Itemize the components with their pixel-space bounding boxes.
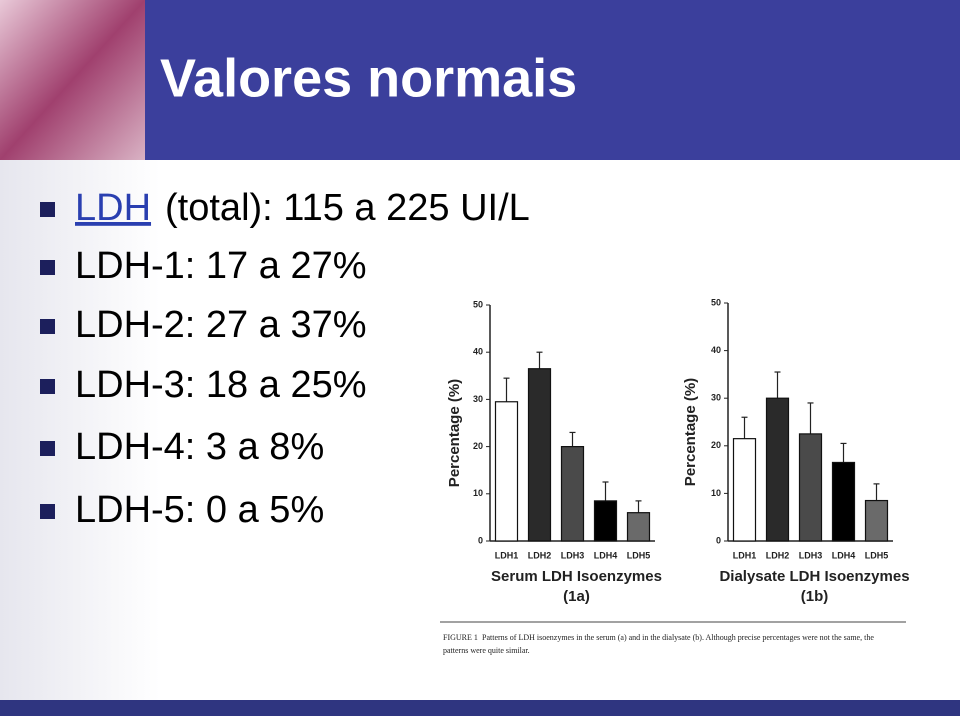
header-band: [145, 0, 960, 160]
y-axis-label: Percentage (%): [446, 379, 463, 487]
bullet-marker: [40, 504, 55, 519]
bullet-link[interactable]: LDH: [75, 187, 151, 229]
bullet-text: LDH-3: 18 a 25%: [75, 364, 367, 406]
bullet-marker: [40, 319, 55, 334]
y-tick-label: 10: [473, 488, 483, 498]
bullet-text: LDH-4: 3 a 8%: [75, 426, 324, 468]
footer-band: [0, 700, 960, 716]
y-tick-label: 20: [473, 441, 483, 451]
chart-subtitle: (1a): [563, 588, 590, 605]
y-tick-label: 0: [716, 535, 721, 545]
chart-title: Dialysate LDH Isoenzymes: [719, 568, 909, 585]
y-tick-label: 20: [711, 440, 721, 450]
bar: [527, 368, 552, 542]
caption-text: patterns were quite similar.: [443, 646, 530, 655]
slide-title: Valores normais: [160, 48, 577, 108]
bar: [732, 438, 757, 542]
y-tick-label: 30: [711, 393, 721, 403]
y-tick-label: 50: [711, 297, 721, 307]
y-tick-label: 30: [473, 394, 483, 404]
bar: [831, 461, 856, 542]
bar: [798, 433, 823, 542]
x-tick-label: LDH5: [865, 550, 889, 560]
bullet-text: (total): 115 a 225 UI/L: [165, 187, 530, 229]
x-tick-label: LDH1: [733, 550, 757, 560]
caption-text: Patterns of LDH isoenzymes in the serum …: [482, 633, 874, 642]
y-tick-label: 40: [473, 347, 483, 357]
y-tick-label: 40: [711, 345, 721, 355]
bullet-text: LDH-1: 17 a 27%: [75, 245, 367, 287]
x-tick-label: LDH4: [594, 550, 618, 560]
bullet-marker: [40, 260, 55, 275]
chart-subtitle: (1b): [801, 588, 829, 605]
x-tick-label: LDH1: [495, 550, 519, 560]
bullet-text: LDH (total): 115 a 225 UI/L: [75, 187, 530, 229]
bullet-marker: [40, 202, 55, 217]
bar: [626, 512, 651, 542]
side-fade: [0, 160, 160, 700]
y-axis-label: Percentage (%): [682, 378, 699, 486]
bar: [593, 500, 618, 542]
y-tick-label: 50: [473, 299, 483, 309]
bar: [560, 446, 585, 542]
bullet-text: LDH-5: 0 a 5%: [75, 489, 324, 531]
chart-title: Serum LDH Isoenzymes: [491, 568, 662, 585]
caption-label: FIGURE 1: [443, 633, 478, 642]
x-tick-label: LDH2: [766, 550, 790, 560]
y-tick-label: 0: [478, 535, 483, 545]
bar: [494, 401, 519, 542]
bullet-marker: [40, 379, 55, 394]
x-tick-label: LDH3: [561, 550, 585, 560]
x-tick-label: LDH2: [528, 550, 552, 560]
header-image: [0, 0, 145, 160]
bar: [765, 397, 790, 542]
y-tick-label: 10: [711, 488, 721, 498]
bullet-marker: [40, 441, 55, 456]
x-tick-label: LDH5: [627, 550, 651, 560]
bar: [864, 499, 889, 542]
bullet-text: LDH-2: 27 a 37%: [75, 304, 367, 346]
x-tick-label: LDH4: [832, 550, 856, 560]
x-tick-label: LDH3: [799, 550, 823, 560]
